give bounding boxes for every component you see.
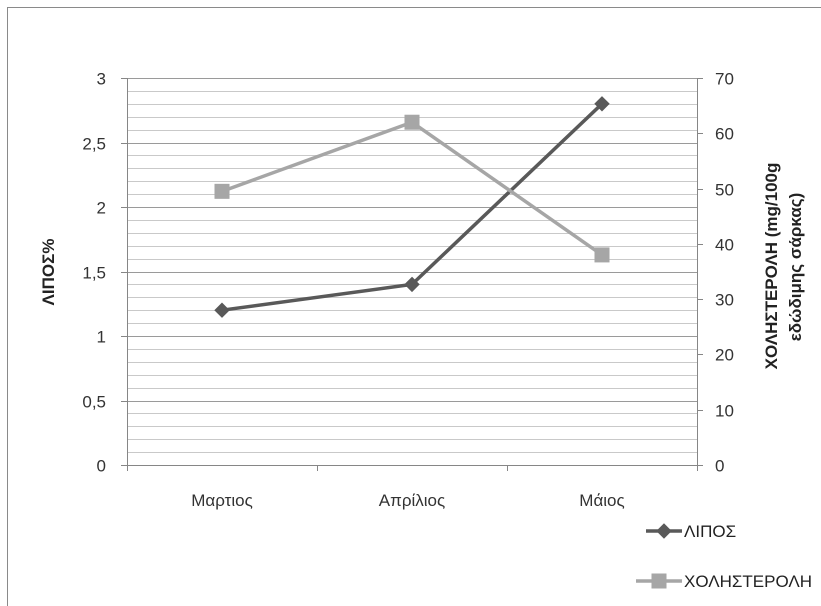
cholesterol-series bbox=[214, 114, 610, 263]
y-tick-label: 0 bbox=[97, 457, 106, 476]
y-tick-label: 2 bbox=[97, 199, 106, 218]
y-tick-label: 0,5 bbox=[82, 393, 106, 412]
series-layer bbox=[214, 96, 610, 318]
y2-tick-label: 50 bbox=[715, 181, 734, 200]
legend-fat-marker bbox=[656, 523, 672, 539]
y-tick-label: 3 bbox=[97, 70, 106, 89]
y2-tick-label: 40 bbox=[715, 236, 734, 255]
y2-axis-title-line-2: εδώδιμης σάρκας) bbox=[786, 193, 805, 342]
fat-data-point-2 bbox=[404, 276, 420, 293]
y-tick-label: 1,5 bbox=[82, 264, 106, 283]
y-axis-title: ΛΙΠΟΣ% bbox=[39, 239, 58, 306]
fat-data-point-1 bbox=[214, 302, 230, 318]
y2-tick-label: 30 bbox=[715, 291, 734, 310]
legend-cholesterol-label: ΧΟΛΗΣΤΕΡΟΛΗ bbox=[684, 572, 812, 591]
axes bbox=[121, 78, 703, 471]
legend-cholesterol-marker bbox=[651, 573, 667, 589]
fat-series bbox=[214, 96, 610, 318]
legend-item-fat: ΛΙΠΟΣ bbox=[646, 522, 736, 541]
gridlines bbox=[127, 78, 697, 453]
y2-axis-title-line-1: ΧΟΛΗΣΤΕΡΟΛΗ (mg/100g bbox=[762, 163, 781, 370]
legend: ΛΙΠΟΣ ΧΟΛΗΣΤΕΡΟΛΗ bbox=[636, 522, 812, 591]
cholesterol-data-point-3 bbox=[594, 247, 610, 263]
cholesterol-data-point-1 bbox=[214, 183, 230, 199]
y-tick-label: 2,5 bbox=[82, 135, 106, 154]
legend-item-cholesterol: ΧΟΛΗΣΤΕΡΟΛΗ bbox=[636, 572, 812, 591]
x-tick-label: Μαρτιος bbox=[191, 491, 253, 510]
chart-frame bbox=[7, 7, 821, 606]
x-tick-label: Μάιος bbox=[579, 491, 624, 510]
y2-tick-label: 70 bbox=[715, 70, 734, 89]
x-tick-label: Απρίλιος bbox=[379, 491, 445, 510]
y2-tick-label: 0 bbox=[715, 457, 724, 476]
y2-tick-label: 60 bbox=[715, 125, 734, 144]
y-tick-label: 1 bbox=[97, 328, 106, 347]
y2-tick-label: 10 bbox=[715, 402, 734, 421]
cholesterol-data-point-2 bbox=[404, 114, 420, 130]
fat-data-point-3 bbox=[594, 96, 610, 112]
y2-tick-label: 20 bbox=[715, 346, 734, 365]
legend-fat-label: ΛΙΠΟΣ bbox=[684, 522, 736, 541]
cholesterol-series-line bbox=[220, 120, 604, 257]
